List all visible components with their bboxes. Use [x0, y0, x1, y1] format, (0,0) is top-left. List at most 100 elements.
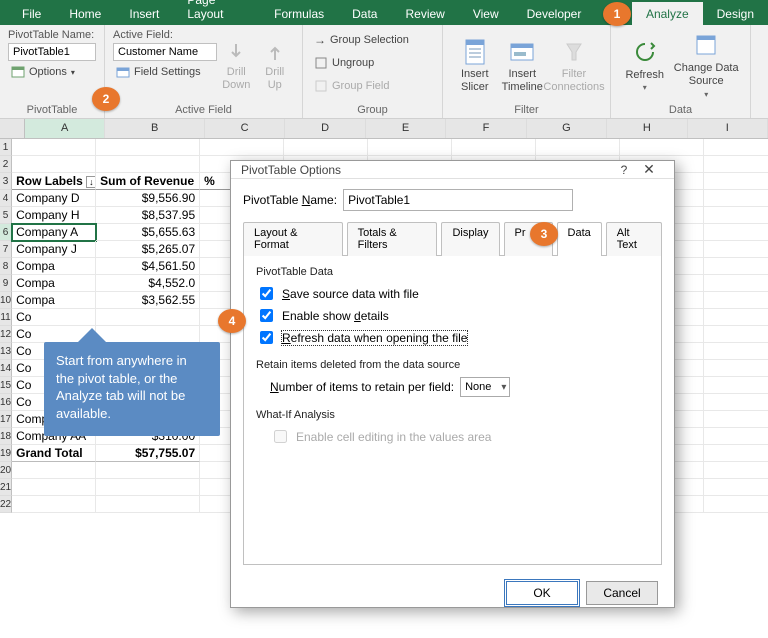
ok-button[interactable]: OK [506, 581, 578, 605]
dtab-display[interactable]: Display [441, 222, 499, 256]
row-number[interactable]: 20 [0, 462, 12, 479]
row-number[interactable]: 17 [0, 411, 12, 428]
active-field-input[interactable] [113, 43, 217, 61]
help-icon[interactable]: ? [614, 163, 634, 177]
row-number[interactable]: 10 [0, 292, 12, 309]
col-header[interactable]: E [366, 119, 446, 138]
retain-num-select[interactable]: None [460, 377, 510, 397]
tab-file[interactable]: File [8, 2, 55, 25]
filter-conn-label: Filter Connections [543, 68, 604, 93]
cancel-button[interactable]: Cancel [586, 581, 658, 605]
chk-show-details[interactable]: Enable show details [256, 306, 649, 325]
insert-timeline-button[interactable]: Insert Timeline [499, 29, 547, 102]
chk-whatif[interactable]: Enable cell editing in the values area [270, 427, 649, 446]
ungroup-icon [314, 56, 328, 70]
row-number[interactable]: 9 [0, 275, 12, 292]
step-marker-1: 1 [603, 2, 631, 26]
tab-review[interactable]: Review [391, 2, 458, 25]
row-number[interactable]: 14 [0, 360, 12, 377]
group-activefield-title: Active Field [113, 102, 294, 116]
arrow-icon: → [314, 33, 326, 47]
row-number[interactable]: 5 [0, 207, 12, 224]
step-marker-3: 3 [530, 222, 558, 246]
row-number[interactable]: 7 [0, 241, 12, 258]
dtab-data[interactable]: Data [557, 222, 602, 256]
chk-refresh-open-input[interactable] [260, 331, 273, 344]
tab-pagelayout[interactable]: Page Layout [173, 0, 260, 25]
pt-name-dlg-label: PivotTable Name: [243, 193, 337, 207]
retain-section-label: Retain items deleted from the data sourc… [256, 359, 649, 371]
select-all-corner[interactable] [0, 119, 25, 138]
tab-formulas[interactable]: Formulas [260, 2, 338, 25]
chevron-down-icon: ▾ [704, 90, 708, 99]
row-number[interactable]: 19 [0, 445, 12, 462]
row-number[interactable]: 13 [0, 343, 12, 360]
tab-design[interactable]: Design [703, 2, 768, 25]
close-icon[interactable]: ✕ [634, 161, 664, 178]
field-settings-label: Field Settings [134, 66, 201, 78]
options-button[interactable]: Options ▾ [8, 63, 96, 81]
chk-show-details-input[interactable] [260, 309, 273, 322]
tab-home[interactable]: Home [55, 2, 115, 25]
filter-conn-icon [561, 38, 587, 66]
pt-name-label: PivotTable Name: [8, 29, 96, 41]
row-number[interactable]: 16 [0, 394, 12, 411]
drill-down-label: Drill Down [222, 66, 250, 91]
row-number[interactable]: 4 [0, 190, 12, 207]
filter-connections-button: Filter Connections [546, 29, 602, 102]
field-settings-button[interactable]: Field Settings [113, 63, 217, 81]
tab-developer[interactable]: Developer [513, 2, 596, 25]
change-data-source-button[interactable]: Change Data Source ▾ [670, 29, 742, 102]
callout-note: Start from anywhere in the pivot table, … [44, 342, 220, 436]
ungroup-button[interactable]: Ungroup [311, 54, 412, 72]
row-number[interactable]: 1 [0, 139, 12, 156]
row-number[interactable]: 12 [0, 326, 12, 343]
dialog-title: PivotTable Options [241, 163, 341, 177]
col-header[interactable]: I [688, 119, 768, 138]
row-number[interactable]: 18 [0, 428, 12, 445]
drill-down-icon [227, 40, 245, 64]
col-header[interactable]: C [205, 119, 285, 138]
row-number[interactable]: 11 [0, 309, 12, 326]
group-field-label: Group Field [332, 80, 389, 92]
field-settings-icon [116, 65, 130, 79]
refresh-label: Refresh [625, 69, 664, 82]
dtab-alttext[interactable]: Alt Text [606, 222, 662, 256]
dtab-layout[interactable]: Layout & Format [243, 222, 343, 256]
slicer-icon [462, 38, 488, 66]
row-number[interactable]: 21 [0, 479, 12, 496]
pivotdata-section-label: PivotTable Data [256, 266, 649, 278]
dtab-totals[interactable]: Totals & Filters [347, 222, 438, 256]
tab-analyze[interactable]: Analyze [632, 2, 703, 25]
row-number[interactable]: 8 [0, 258, 12, 275]
chk-save-source[interactable]: Save source data with file [256, 284, 649, 303]
pt-name-dlg-input[interactable] [343, 189, 573, 211]
col-header[interactable]: F [446, 119, 526, 138]
tab-data[interactable]: Data [338, 2, 391, 25]
row-number[interactable]: 6 [0, 224, 12, 241]
row-number[interactable]: 2 [0, 156, 12, 173]
row-number[interactable]: 22 [0, 496, 12, 513]
col-header[interactable]: B [105, 119, 205, 138]
ungroup-label: Ungroup [332, 57, 374, 69]
refresh-button[interactable]: Refresh ▾ [619, 29, 670, 102]
chk-refresh-open[interactable]: Refresh data when opening the file [256, 328, 649, 347]
column-header-row: A B C D E F G H I [0, 119, 768, 139]
change-source-icon [693, 32, 719, 60]
tab-view[interactable]: View [459, 2, 513, 25]
row-number[interactable]: 3 [0, 173, 12, 190]
group-field-button[interactable]: Group Field [311, 77, 412, 95]
group-selection-button[interactable]: → Group Selection [311, 31, 412, 49]
pt-name-input[interactable] [8, 43, 96, 61]
col-header[interactable]: D [285, 119, 365, 138]
chk-save-source-input[interactable] [260, 287, 273, 300]
group-group-title: Group [311, 102, 434, 116]
row-number[interactable]: 15 [0, 377, 12, 394]
col-header[interactable]: H [607, 119, 687, 138]
tab-insert[interactable]: Insert [115, 2, 173, 25]
group-filter-title: Filter [451, 102, 602, 116]
col-header[interactable]: G [527, 119, 607, 138]
col-header[interactable]: A [25, 119, 105, 138]
insert-slicer-button[interactable]: Insert Slicer [451, 29, 499, 102]
insert-timeline-label: Insert Timeline [502, 68, 543, 93]
